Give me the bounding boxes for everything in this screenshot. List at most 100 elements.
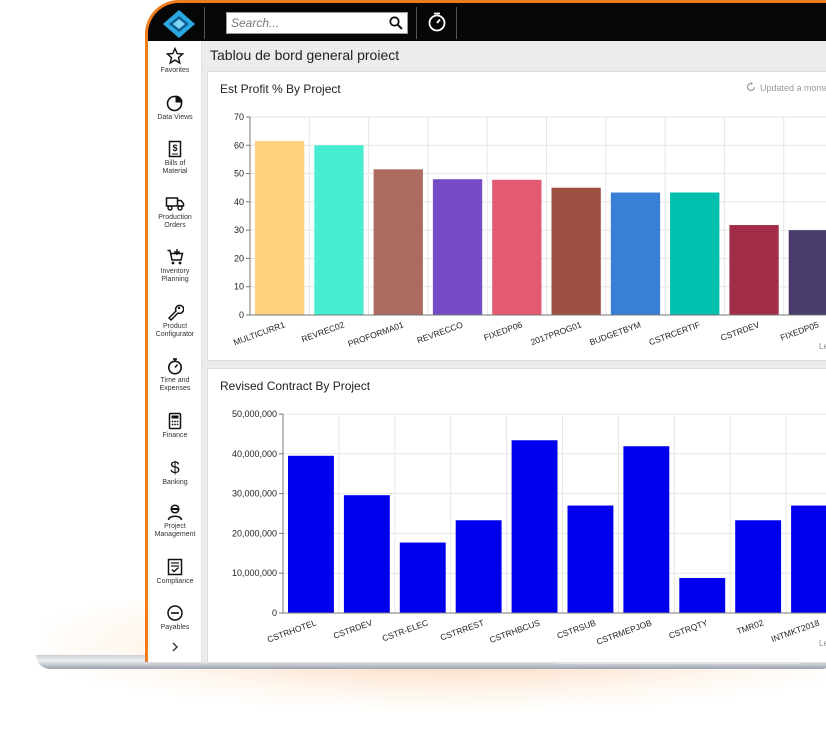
x-tick-label: CSTRSUB xyxy=(556,617,598,640)
y-tick-label: 0 xyxy=(239,310,244,320)
bar-cstrdev[interactable] xyxy=(729,225,779,315)
x-tick-label: BUDGETBYM xyxy=(588,319,642,347)
search-input[interactable] xyxy=(227,13,387,33)
x-tick-label: CSTRHOTEL xyxy=(266,617,318,644)
x-tick-label: FIXEDP05 xyxy=(779,319,820,342)
sidebar-item-bills-of-material[interactable]: $ Bills of Material xyxy=(148,140,202,176)
sidebar-item-banking[interactable]: $ Banking xyxy=(148,457,202,487)
topbar-divider xyxy=(456,7,457,39)
sidebar-item-product-configurator[interactable]: Product Configurator xyxy=(148,303,202,339)
truck-icon xyxy=(165,197,185,211)
search-box[interactable] xyxy=(226,12,408,34)
top-bar xyxy=(148,3,826,41)
device-screen: Favorites Data Views $ Bills of Material… xyxy=(145,0,826,662)
x-tick-label: CSTRDEV xyxy=(332,617,374,640)
bar-cstrqty[interactable] xyxy=(679,577,726,613)
updated-text: Updated a mome xyxy=(760,83,826,93)
cart-icon xyxy=(167,249,184,265)
bar-cstrrest[interactable] xyxy=(455,520,502,613)
bar-2017prog01[interactable] xyxy=(551,187,601,315)
dollar-icon: $ xyxy=(170,458,180,477)
bar-multicurr1[interactable] xyxy=(255,141,305,315)
main-content: Tablou de bord general proiect Est Profi… xyxy=(202,41,826,662)
x-tick-label: CSTRMEPJOB xyxy=(595,617,653,646)
profit-bar-chart: 0 10 20 30 40 50 60 70 MULTICURR1 REVREC02 PROFORM… xyxy=(232,112,826,349)
sidebar-item-label: Time and Expenses xyxy=(159,377,191,392)
sidebar-expand-button[interactable] xyxy=(148,641,202,653)
contract-chart-card: Revised Contract By Project 0 10,000,000 2… xyxy=(207,368,826,662)
y-tick-label: 50,000,000 xyxy=(232,409,277,419)
x-tick-label: CSTRREST xyxy=(439,617,485,642)
legend-toggle[interactable]: Le xyxy=(819,342,826,351)
bar-proforma01[interactable] xyxy=(373,169,423,315)
x-tick-label: PROFORMA01 xyxy=(346,319,405,349)
sidebar-item-production-orders[interactable]: Production Orders xyxy=(148,194,202,230)
y-tick-label: 50 xyxy=(234,169,244,179)
x-tick-label: MULTICURR1 xyxy=(232,319,287,347)
sidebar-item-label: Project Management xyxy=(154,523,196,538)
y-tick-label: 40 xyxy=(234,197,244,207)
y-tick-label: 30,000,000 xyxy=(232,489,277,499)
sidebar-item-label: Bills of Material xyxy=(162,160,188,175)
x-tick-label: REVREC02 xyxy=(300,319,346,344)
legend-toggle[interactable]: Le xyxy=(819,639,826,648)
topbar-divider xyxy=(204,7,205,39)
stopwatch-icon xyxy=(168,358,182,375)
bar-revrec02[interactable] xyxy=(314,145,364,315)
bar-cstrsub[interactable] xyxy=(567,505,614,613)
sidebar-item-inventory-planning[interactable]: Inventory Planning xyxy=(148,248,202,284)
search-icon[interactable] xyxy=(389,16,403,30)
refresh-icon xyxy=(746,82,756,92)
sidebar-item-label: Compliance xyxy=(156,578,194,585)
x-tick-label: CSTRDEV xyxy=(719,319,761,342)
bar-cstr-elec[interactable] xyxy=(399,542,446,613)
page-title: Tablou de bord general proiect xyxy=(210,47,400,63)
bar-intmkt2018[interactable] xyxy=(791,505,826,613)
sidebar-item-label: Inventory Planning xyxy=(160,268,190,283)
x-tick-label: REVRECCO xyxy=(416,319,465,345)
sidebar-item-label: Payables xyxy=(160,624,190,631)
bar-budgetbym[interactable] xyxy=(610,192,661,315)
updated-status[interactable]: Updated a mome xyxy=(746,82,826,93)
x-tick-label: 2017PROG01 xyxy=(529,319,583,347)
sidebar-item-finance[interactable]: Finance xyxy=(148,412,202,440)
card-title: Est Profit % By Project xyxy=(220,82,341,96)
app-logo-icon[interactable] xyxy=(162,9,196,39)
timer-icon[interactable] xyxy=(426,11,448,33)
calculator-icon xyxy=(168,412,182,430)
sidebar-item-data-views[interactable]: Data Views xyxy=(148,94,202,122)
y-tick-label: 0 xyxy=(272,608,277,618)
bar-cstrhotel[interactable] xyxy=(288,455,334,613)
sidebar-item-label: Finance xyxy=(162,432,188,439)
x-tick-label: CSTRHBCUS xyxy=(488,617,541,645)
x-tick-label: CSTR-ELEC xyxy=(381,617,430,643)
x-tick-label: CSTRQTY xyxy=(667,617,709,640)
y-tick-label: 20 xyxy=(234,253,244,263)
svg-text:$: $ xyxy=(172,143,177,153)
bar-cstrdev[interactable] xyxy=(343,495,390,613)
y-tick-label: 30 xyxy=(234,225,244,235)
bar-cstrcertif[interactable] xyxy=(670,192,720,315)
y-tick-label: 40,000,000 xyxy=(232,449,277,459)
chevron-right-icon xyxy=(172,642,178,652)
sidebar-item-project-management[interactable]: Project Management xyxy=(148,503,202,539)
person-icon xyxy=(167,504,183,521)
y-tick-label: 10,000,000 xyxy=(232,568,277,578)
bar-revrecco[interactable] xyxy=(432,179,483,315)
sidebar-item-label: Product Configurator xyxy=(155,323,195,338)
profit-chart-card: Est Profit % By Project Updated a mome 0… xyxy=(207,71,826,361)
bar-fixedp06[interactable] xyxy=(492,179,542,315)
bar-cstrhbcus[interactable] xyxy=(511,440,558,613)
sidebar-item-favorites[interactable]: Favorites xyxy=(148,47,202,75)
sidebar-item-time-and-expenses[interactable]: Time and Expenses xyxy=(148,357,202,393)
bar-cstrmepjob[interactable] xyxy=(623,446,670,613)
sidebar-item-payables[interactable]: Payables xyxy=(148,604,202,632)
bill-icon: $ xyxy=(168,140,182,158)
bar-fixedp05[interactable] xyxy=(788,230,826,315)
y-tick-label: 70 xyxy=(234,112,244,122)
sidebar-item-label: Production Orders xyxy=(158,214,192,229)
sidebar-item-compliance[interactable]: Compliance xyxy=(148,558,202,586)
bar-tmr02[interactable] xyxy=(735,520,782,613)
contract-bar-chart: 0 10,000,000 20,000,000 30,000,000 40,000,00… xyxy=(232,409,826,647)
y-tick-label: 20,000,000 xyxy=(232,528,277,538)
